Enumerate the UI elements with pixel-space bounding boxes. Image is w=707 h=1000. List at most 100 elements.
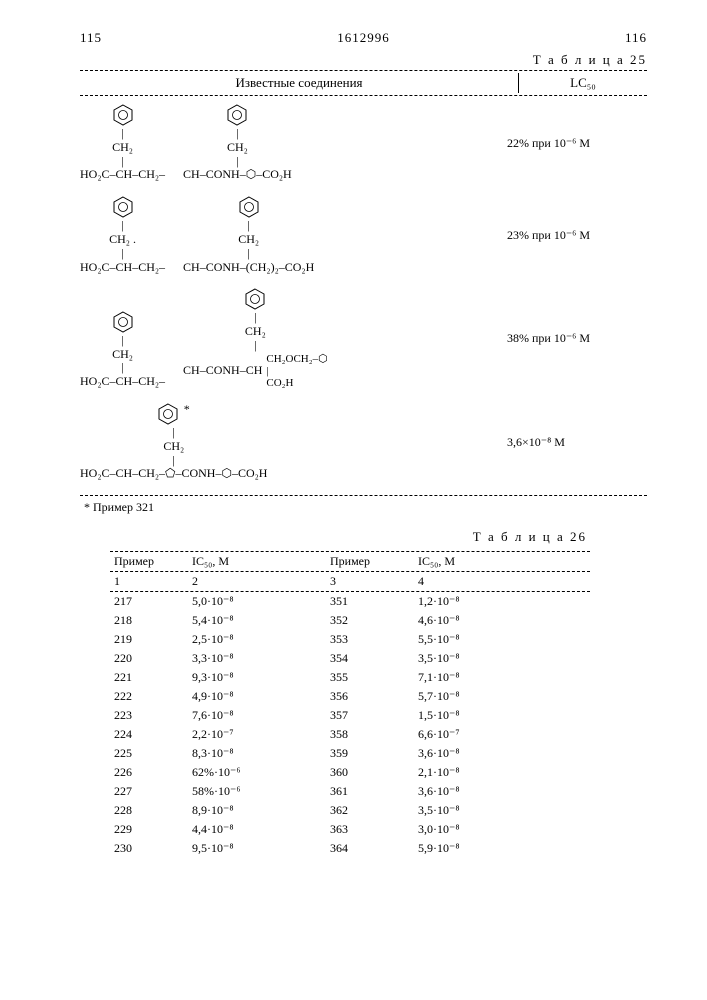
- col-header: IC₅₀, М: [188, 552, 326, 571]
- ch2-label: CH₂: [245, 325, 266, 339]
- cell: 7,6·10⁻⁸: [188, 706, 326, 725]
- cell: 4,4·10⁻⁸: [188, 820, 326, 839]
- cell: 3,6·10⁻⁸: [414, 744, 572, 763]
- cell: 3,0·10⁻⁸: [414, 820, 572, 839]
- structure-fragment: | CH₂ | HO₂C–CH–CH₂–: [80, 311, 165, 389]
- chain-label: HO₂C–CH–CH₂–: [80, 375, 165, 389]
- chain-label: HO₂C–CH–CH₂–⬠–CONH–⬡–CO₂H: [80, 467, 267, 481]
- lc50-value: 23% при 10⁻⁶ M: [507, 228, 647, 243]
- page-header: 115 1612996 116: [80, 30, 647, 46]
- chain-label: HO₂C–CH–CH₂–: [80, 168, 165, 182]
- cell: 224: [110, 725, 188, 744]
- cell: 228: [110, 801, 188, 820]
- table-row: 2242,2·10⁻⁷3586,6·10⁻⁷: [110, 725, 590, 744]
- structure-fragment: * | CH₂ | HO₂C–CH–CH₂–⬠–CONH–⬡–CO₂H: [80, 403, 267, 481]
- chain-label: CH–CONH–CH: [183, 364, 262, 378]
- cell: 5,9·10⁻⁸: [414, 839, 572, 858]
- cell: 222: [110, 687, 188, 706]
- table25-header: Известные соединения LC₅₀: [80, 73, 647, 93]
- cell: 1,5·10⁻⁸: [414, 706, 572, 725]
- table-row: 2288,9·10⁻⁸3623,5·10⁻⁸: [110, 801, 590, 820]
- cell: 3,6·10⁻⁸: [414, 782, 572, 801]
- cell: 5,0·10⁻⁸: [188, 592, 326, 611]
- structure-fragment: | CH₂ | CH–CONH–(CH₂)₂–CO₂H: [183, 196, 314, 274]
- cell: 227: [110, 782, 188, 801]
- doc-number: 1612996: [337, 30, 390, 46]
- cell: 354: [326, 649, 414, 668]
- cell: 353: [326, 630, 414, 649]
- cell: 358: [326, 725, 414, 744]
- cell: 7,1·10⁻⁸: [414, 668, 572, 687]
- ch2-label: CH₂: [163, 440, 184, 454]
- table-row: 2237,6·10⁻⁸3571,5·10⁻⁸: [110, 706, 590, 725]
- lc50-value: 38% при 10⁻⁶ M: [507, 331, 647, 346]
- table-row: 2185,4·10⁻⁸3524,6·10⁻⁸: [110, 611, 590, 630]
- benzene-icon: [113, 311, 133, 333]
- cell: 357: [326, 706, 414, 725]
- chain-label: HO₂C–CH–CH₂–: [80, 261, 165, 275]
- branch-label: CO₂H: [266, 377, 327, 389]
- branch-label: CH₂OCH₂–⬡: [266, 353, 327, 365]
- cell: 230: [110, 839, 188, 858]
- table26: Пример IC₅₀, М Пример IC₅₀, М 1 2 3 4 21…: [110, 551, 590, 858]
- lc50-value: 3,6×10⁻⁸ M: [507, 435, 647, 450]
- table25-caption: Т а б л и ц а 25: [80, 52, 647, 68]
- table25-footnote: * Пример 321: [84, 500, 647, 515]
- cell: 362: [326, 801, 414, 820]
- cell: 360: [326, 763, 414, 782]
- cell: 6,6·10⁻⁷: [414, 725, 572, 744]
- cell: 361: [326, 782, 414, 801]
- col-header: IC₅₀, М: [414, 552, 572, 571]
- cell: 4,9·10⁻⁸: [188, 687, 326, 706]
- cell: 8,9·10⁻⁸: [188, 801, 326, 820]
- cell: 226: [110, 763, 188, 782]
- cell: 58%·10⁻⁶: [188, 782, 326, 801]
- cell: 2,1·10⁻⁸: [414, 763, 572, 782]
- compound-row: | CH₂ | HO₂C–CH–CH₂– | CH₂ | CH–CONH–CH …: [80, 288, 647, 389]
- col-num: 3: [326, 572, 414, 591]
- table-row: 2258,3·10⁻⁸3593,6·10⁻⁸: [110, 744, 590, 763]
- table-row: 22662%·10⁻⁶3602,1·10⁻⁸: [110, 763, 590, 782]
- cell: 5,5·10⁻⁸: [414, 630, 572, 649]
- table-row: 22758%·10⁻⁶3613,6·10⁻⁸: [110, 782, 590, 801]
- cell: 363: [326, 820, 414, 839]
- col-lc50: LC₅₀: [518, 73, 647, 93]
- table-row: 2309,5·10⁻⁸3645,9·10⁻⁸: [110, 839, 590, 858]
- compound-row: | CH₂ . | HO₂C–CH–CH₂– | CH₂ | CH–CONH–(…: [80, 196, 647, 274]
- col-compounds: Известные соединения: [80, 73, 518, 93]
- table-row: 2203,3·10⁻⁸3543,5·10⁻⁸: [110, 649, 590, 668]
- table-row: 2224,9·10⁻⁸3565,7·10⁻⁸: [110, 687, 590, 706]
- benzene-icon: [245, 288, 265, 310]
- compound-row: * | CH₂ | HO₂C–CH–CH₂–⬠–CONH–⬡–CO₂H 3,6×…: [80, 403, 647, 481]
- cell: 8,3·10⁻⁸: [188, 744, 326, 763]
- table-row: 2175,0·10⁻⁸3511,2·10⁻⁸: [110, 592, 590, 611]
- benzene-icon: [113, 196, 133, 218]
- table-row: 2192,5·10⁻⁸3535,5·10⁻⁸: [110, 630, 590, 649]
- cell: 220: [110, 649, 188, 668]
- cell: 229: [110, 820, 188, 839]
- benzene-icon: [113, 104, 133, 126]
- cell: 355: [326, 668, 414, 687]
- chain-label: CH–CONH–⬡–CO₂H: [183, 168, 292, 182]
- cell: 351: [326, 592, 414, 611]
- page-num-right: 116: [625, 30, 647, 46]
- cell: 221: [110, 668, 188, 687]
- ch2-label: CH₂: [112, 141, 133, 155]
- cell: 356: [326, 687, 414, 706]
- cell: 352: [326, 611, 414, 630]
- table26-numrow: 1 2 3 4: [110, 572, 590, 591]
- structure-fragment: | CH₂ | HO₂C–CH–CH₂–: [80, 104, 165, 182]
- structure-fragment: | CH₂ | CH–CONH–⬡–CO₂H: [183, 104, 292, 182]
- structure-fragment: | CH₂ . | HO₂C–CH–CH₂–: [80, 196, 165, 274]
- divider: [80, 95, 647, 96]
- cell: 3,5·10⁻⁸: [414, 801, 572, 820]
- footnote-star: *: [184, 403, 190, 417]
- cell: 217: [110, 592, 188, 611]
- table26-body: 2175,0·10⁻⁸3511,2·10⁻⁸2185,4·10⁻⁸3524,6·…: [110, 592, 590, 858]
- ch2-label: CH₂ .: [109, 233, 136, 247]
- chain-label: CH–CONH–(CH₂)₂–CO₂H: [183, 261, 314, 275]
- cell: 5,7·10⁻⁸: [414, 687, 572, 706]
- divider: [80, 495, 647, 496]
- cell: 359: [326, 744, 414, 763]
- col-num: 4: [414, 572, 572, 591]
